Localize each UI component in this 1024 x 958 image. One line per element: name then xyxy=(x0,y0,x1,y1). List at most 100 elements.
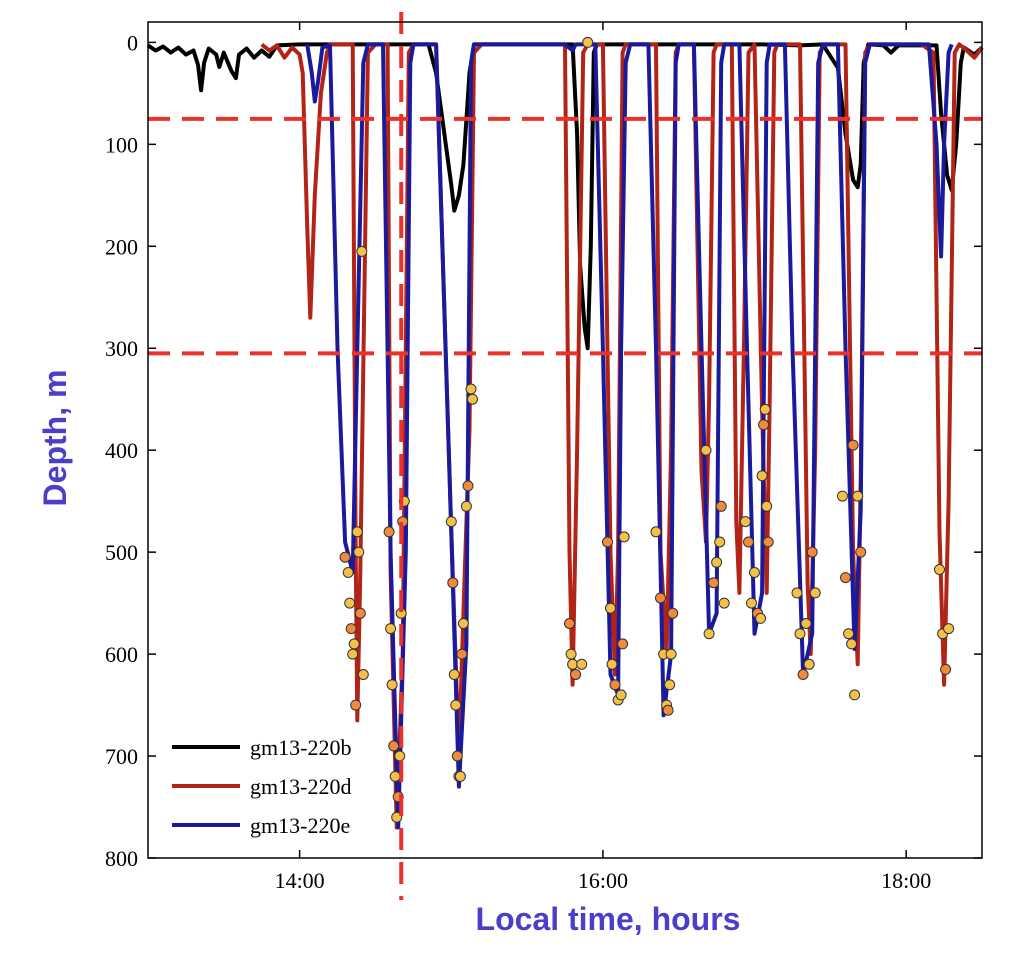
y-tick-label: 100 xyxy=(105,132,138,157)
data-marker xyxy=(762,536,774,548)
series-line-gm13-220e xyxy=(305,42,954,830)
data-marker xyxy=(809,587,821,599)
data-marker xyxy=(450,699,462,711)
data-marker xyxy=(386,679,398,691)
y-tick-label: 800 xyxy=(105,846,138,871)
data-marker xyxy=(606,658,618,670)
data-marker xyxy=(846,638,858,650)
data-marker xyxy=(348,638,360,650)
data-marker xyxy=(711,556,723,568)
data-marker xyxy=(794,628,806,640)
data-marker xyxy=(803,658,815,670)
plot-frame xyxy=(147,21,983,859)
data-marker xyxy=(570,669,582,680)
data-marker xyxy=(394,750,406,762)
data-marker xyxy=(451,750,463,762)
data-marker xyxy=(650,526,662,538)
plot-area xyxy=(146,36,984,830)
y-axis-title: Depth, m xyxy=(37,370,73,507)
data-marker xyxy=(448,669,460,680)
data-marker xyxy=(667,607,679,619)
data-marker xyxy=(465,383,477,395)
reference-lines xyxy=(148,12,982,900)
x-tick-label: 14:00 xyxy=(275,868,325,893)
data-marker xyxy=(749,567,760,578)
data-marker xyxy=(602,536,613,548)
data-marker xyxy=(791,587,803,599)
y-tick-label: 400 xyxy=(105,438,138,463)
data-marker xyxy=(357,669,369,680)
data-marker xyxy=(703,628,715,640)
legend-label-gm13-220b: gm13-220b xyxy=(250,735,351,760)
data-marker xyxy=(700,444,712,456)
series-line-gm13-220d xyxy=(260,42,984,830)
data-marker xyxy=(344,597,356,609)
legend: gm13-220b gm13-220d gm13-220e xyxy=(172,735,351,838)
data-marker xyxy=(456,648,468,660)
data-marker xyxy=(934,564,945,575)
data-marker xyxy=(797,669,809,680)
data-marker xyxy=(351,526,363,538)
data-marker xyxy=(567,658,579,670)
data-marker xyxy=(855,546,867,558)
data-marker xyxy=(389,770,401,782)
data-marker xyxy=(940,663,952,675)
data-marker xyxy=(840,572,851,584)
data-marker xyxy=(665,648,677,660)
data-marker xyxy=(460,500,472,512)
data-marker xyxy=(843,628,855,640)
y-tick-label: 500 xyxy=(105,540,138,565)
data-marker xyxy=(743,536,754,548)
data-marker xyxy=(447,577,459,589)
data-marker xyxy=(755,612,767,624)
data-marker xyxy=(457,618,469,629)
data-marker xyxy=(847,439,859,451)
data-marker xyxy=(609,679,621,691)
data-marker xyxy=(391,811,403,823)
data-marker xyxy=(943,623,955,635)
data-marker xyxy=(445,516,457,528)
data-marker xyxy=(662,704,674,716)
axis-ticks: 0 100 200 300 400 500 600 700 800 14:00 16:00 18:00 xyxy=(105,22,982,893)
data-marker xyxy=(746,597,757,609)
data-marker xyxy=(342,567,354,578)
data-marker xyxy=(708,577,720,589)
data-marker xyxy=(718,597,730,609)
data-marker xyxy=(462,480,474,492)
data-marker xyxy=(565,648,577,660)
data-marker xyxy=(655,592,666,604)
data-marker xyxy=(617,638,629,650)
x-tick-label: 16:00 xyxy=(578,868,628,893)
data-marker xyxy=(350,699,362,711)
y-tick-label: 600 xyxy=(105,642,138,667)
data-marker xyxy=(454,770,466,782)
y-tick-label: 700 xyxy=(105,744,138,769)
data-marker xyxy=(388,740,400,752)
data-marker xyxy=(759,403,771,415)
data-marker xyxy=(353,546,365,558)
y-tick-label: 200 xyxy=(105,234,138,259)
data-marker xyxy=(615,689,627,701)
data-marker xyxy=(339,551,351,563)
data-marker xyxy=(800,618,812,629)
data-marker xyxy=(347,648,359,660)
data-marker xyxy=(383,526,395,538)
data-marker xyxy=(849,689,861,701)
data-marker xyxy=(564,618,575,629)
data-marker xyxy=(806,546,818,558)
data-marker xyxy=(739,516,751,528)
y-tick-label: 300 xyxy=(105,336,138,361)
data-marker xyxy=(605,602,616,614)
data-marker xyxy=(761,500,773,512)
data-marker xyxy=(714,536,726,548)
data-marker xyxy=(756,470,768,482)
data-marker xyxy=(582,36,594,48)
x-axis-title: Local time, hours xyxy=(476,901,741,937)
data-marker xyxy=(758,419,770,431)
data-marker xyxy=(467,393,478,405)
data-marker xyxy=(576,658,588,670)
data-marker xyxy=(837,490,848,502)
y-tick-label: 0 xyxy=(127,30,138,55)
data-marker xyxy=(356,245,368,257)
